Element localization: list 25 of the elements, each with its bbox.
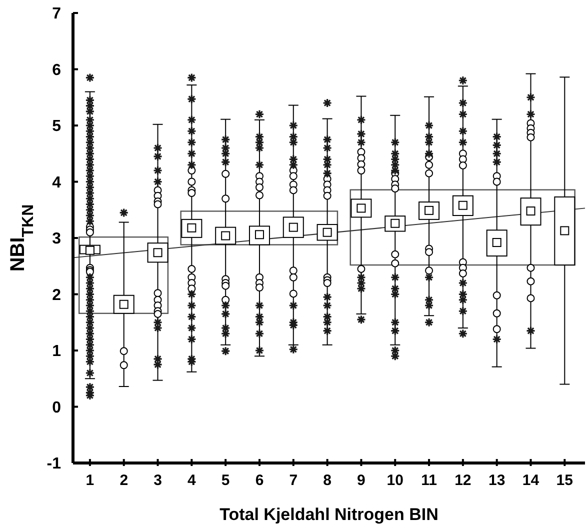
x-tick-label: 10 bbox=[386, 472, 404, 489]
x-tick-label: 15 bbox=[556, 472, 573, 489]
y-tick-label: 0 bbox=[52, 399, 62, 416]
y-tick-label: -1 bbox=[46, 456, 62, 473]
x-tick-label: 14 bbox=[522, 472, 540, 489]
y-tick-label: 3 bbox=[52, 230, 62, 248]
x-tick-label: 6 bbox=[255, 472, 264, 489]
x-tick-label: 5 bbox=[221, 472, 230, 489]
y-tick-label: 7 bbox=[52, 6, 62, 23]
x-tick-label: 2 bbox=[120, 472, 128, 489]
x-tick-label: 9 bbox=[357, 472, 366, 489]
y-tick-label: 6 bbox=[52, 62, 62, 79]
x-tick-label: 3 bbox=[154, 472, 162, 489]
x-tick-label: 11 bbox=[421, 472, 437, 489]
y-tick-label: 1 bbox=[52, 343, 62, 360]
x-axis-title: Total Kjeldahl Nitrogen BIN bbox=[220, 505, 438, 524]
x-tick-label: 7 bbox=[289, 472, 298, 489]
x-tick-label: 13 bbox=[488, 472, 506, 489]
y-tick-label: 2 bbox=[52, 286, 62, 304]
x-tick-label: 8 bbox=[323, 472, 332, 489]
x-tick-label: 12 bbox=[454, 472, 472, 489]
x-tick-label: 4 bbox=[188, 472, 197, 489]
y-tick-label: 5 bbox=[52, 118, 62, 136]
x-tick-label: 1 bbox=[86, 472, 94, 489]
y-tick-label: 4 bbox=[52, 174, 62, 192]
